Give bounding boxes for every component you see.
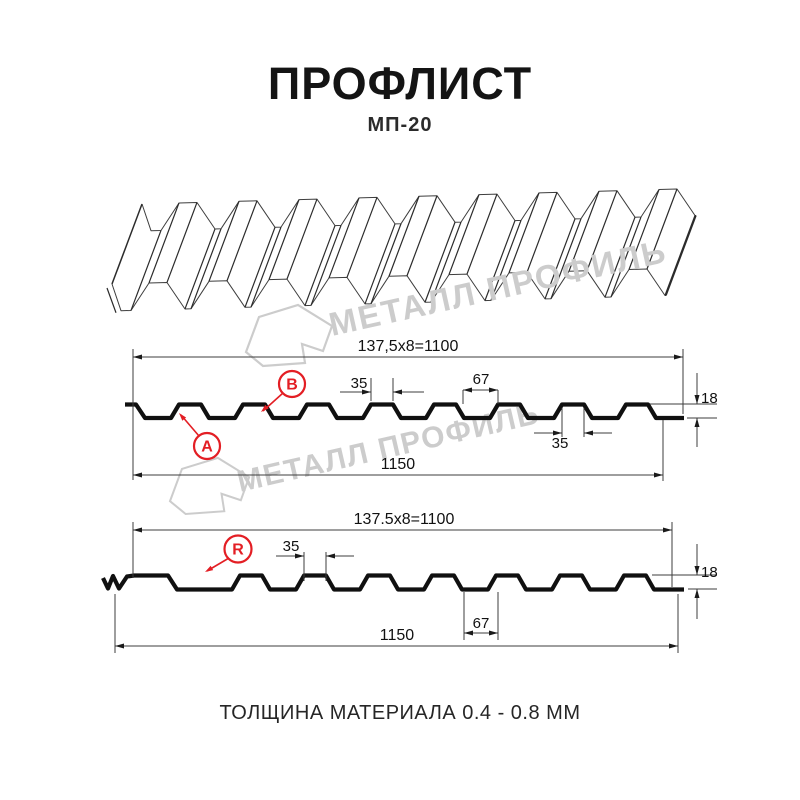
- section2-cross-section-geometry: [101, 522, 717, 653]
- sheet-3d-drawing: [106, 188, 697, 313]
- section1-overall-width-dimension: 1150: [381, 456, 416, 473]
- watermark-text: МЕТАЛЛ ПРОФИЛЬ: [234, 397, 543, 499]
- section2-pitch-dimension: 137.5x8=1100: [354, 511, 455, 528]
- marker-a: A: [192, 431, 222, 461]
- marker-a-letter: A: [201, 439, 213, 456]
- marker-r-circle: [223, 534, 253, 564]
- section2-valley-dimension: 67: [473, 615, 490, 632]
- marker-b: B: [277, 369, 307, 399]
- page-title: ПРОФЛИСТ: [267, 58, 533, 109]
- section1-crest-bottom-dimension: 35: [552, 435, 569, 452]
- marker-b-letter: B: [286, 377, 298, 394]
- marker-r: R: [223, 534, 253, 564]
- section2-crest-top-dimension: 35: [283, 538, 300, 555]
- section2-overall-width-dimension: 1150: [380, 627, 415, 644]
- section1-height-dimension: 18: [701, 390, 718, 407]
- material-thickness-caption: ТОЛЩИНА МАТЕРИАЛА 0.4 - 0.8 ММ: [219, 702, 581, 724]
- marker-r-letter: R: [232, 542, 244, 559]
- section2-height-dimension: 18: [701, 564, 718, 581]
- section1-pitch-dimension: 137,5x8=1100: [358, 338, 459, 355]
- section1-crest-top-dimension: 35: [351, 375, 368, 392]
- section1-valley-dimension: 67: [473, 371, 490, 388]
- section1-cross-section-geometry: [125, 349, 717, 481]
- page-subtitle: МП-20: [367, 114, 433, 136]
- marker-a-circle: [192, 431, 222, 461]
- watermark-middle: МЕТАЛЛ ПРОФИЛЬ: [168, 397, 543, 516]
- marker-b-circle: [277, 369, 307, 399]
